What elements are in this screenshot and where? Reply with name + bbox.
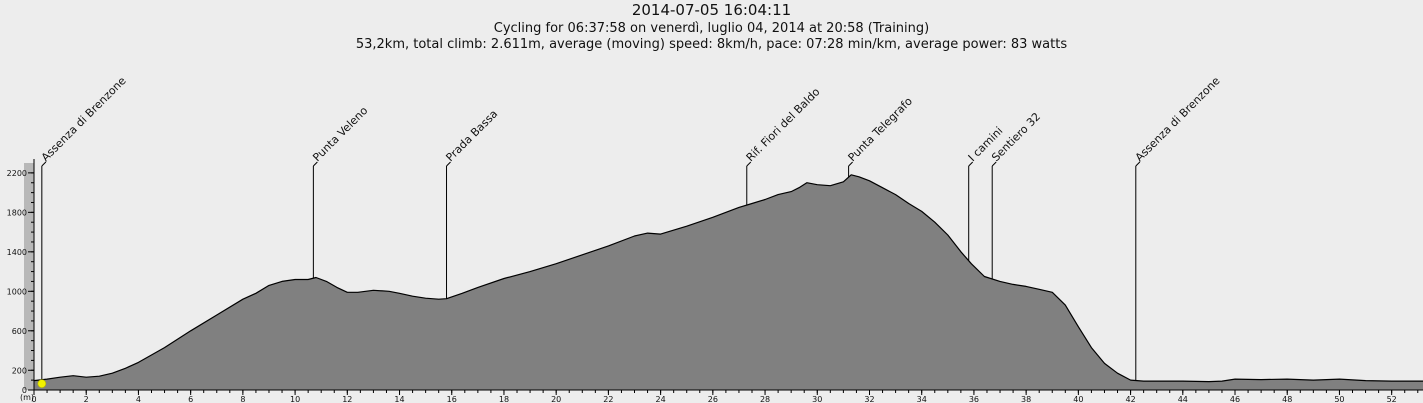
x-tick-label: 34: [917, 395, 927, 403]
y-tick-label: 0: [22, 386, 27, 395]
elevation-line: [33, 174, 1423, 383]
x-tick-label: 16: [447, 395, 457, 403]
ride-description: Cycling for 06:37:58 on venerdì, luglio …: [493, 21, 930, 36]
x-tick-label: 0: [31, 395, 36, 403]
x-tick-label: 48: [1282, 395, 1292, 403]
x-tick-label: 38: [1021, 395, 1031, 403]
x-tick-label: 36: [969, 395, 979, 403]
y-tick-label: 1800: [7, 208, 27, 217]
x-tick-label: 20: [551, 395, 561, 403]
x-tick-label: 8: [240, 395, 245, 403]
x-tick-label: 24: [656, 395, 666, 403]
waypoint-label: Assenza di Brenzone: [1133, 74, 1223, 164]
x-tick-label: 50: [1334, 395, 1344, 403]
elevation-area: [33, 174, 1423, 390]
waypoint-label: Punta Veleno: [310, 104, 370, 164]
x-tick-label: 18: [499, 395, 509, 403]
waypoint-connector: [313, 161, 318, 167]
x-tick-label: 32: [864, 395, 874, 403]
y-tick-label: 600: [12, 327, 27, 336]
y-tick-label: 2200: [7, 169, 27, 178]
waypoint-connector: [746, 161, 752, 167]
y-tick-label: 200: [12, 366, 27, 375]
waypoint-connector: [991, 161, 997, 167]
y-tick-label: 1000: [7, 287, 27, 296]
waypoint-connector: [968, 161, 974, 167]
y-tick-label: 1400: [7, 248, 27, 257]
waypoint-label: Assenza di Brenzone: [39, 74, 129, 164]
waypoint-label: Rif. Fiori del Baldo: [744, 85, 823, 164]
x-tick-label: 14: [394, 395, 404, 403]
y-axis-unit-label: (m): [20, 393, 34, 402]
elevation-area-fill: [34, 174, 1423, 390]
waypoint-connector: [848, 161, 853, 167]
x-tick-label: 22: [603, 395, 613, 403]
waypoint-label: Punta Telegrafo: [846, 94, 916, 164]
waypoint-label: Prada Bassa: [443, 107, 500, 164]
ride-summary: 53,2km, total climb: 2.611m, average (mo…: [355, 37, 1068, 52]
x-tick-label: 46: [1230, 395, 1240, 403]
x-tick-label: 4: [136, 395, 141, 403]
x-tick-label: 52: [1387, 395, 1397, 403]
x-tick-label: 44: [1178, 395, 1188, 403]
waypoint-connector: [41, 161, 47, 167]
x-tick-label: 12: [342, 395, 352, 403]
waypoint-connector: [1135, 161, 1141, 167]
current-position: [37, 379, 47, 388]
x-tick-label: 28: [760, 395, 770, 403]
x-tick-label: 30: [812, 395, 822, 403]
x-tick-label: 40: [1073, 395, 1083, 403]
x-tick-label: 10: [290, 395, 300, 403]
x-tick-label: 42: [1125, 395, 1135, 403]
position-dot: [37, 379, 47, 388]
x-tick-label: 6: [188, 395, 193, 403]
ride-datetime: 2014-07-05 16:04:11: [631, 1, 792, 19]
y-axis-band: [24, 163, 34, 390]
x-tick-label: 2: [84, 395, 89, 403]
waypoint-connector: [446, 161, 451, 167]
x-tick-label: 26: [708, 395, 718, 403]
